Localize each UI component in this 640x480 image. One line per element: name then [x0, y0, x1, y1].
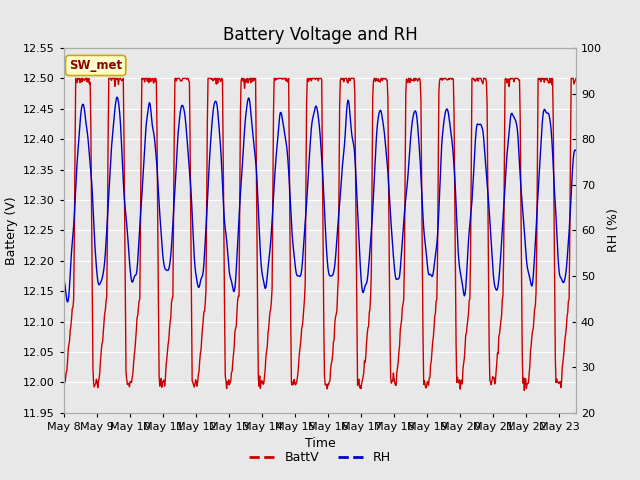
Y-axis label: Battery (V): Battery (V)	[4, 196, 17, 264]
Text: SW_met: SW_met	[69, 59, 122, 72]
Title: Battery Voltage and RH: Battery Voltage and RH	[223, 25, 417, 44]
Legend: BattV, RH: BattV, RH	[244, 446, 396, 469]
Y-axis label: RH (%): RH (%)	[607, 208, 620, 252]
X-axis label: Time: Time	[305, 437, 335, 450]
